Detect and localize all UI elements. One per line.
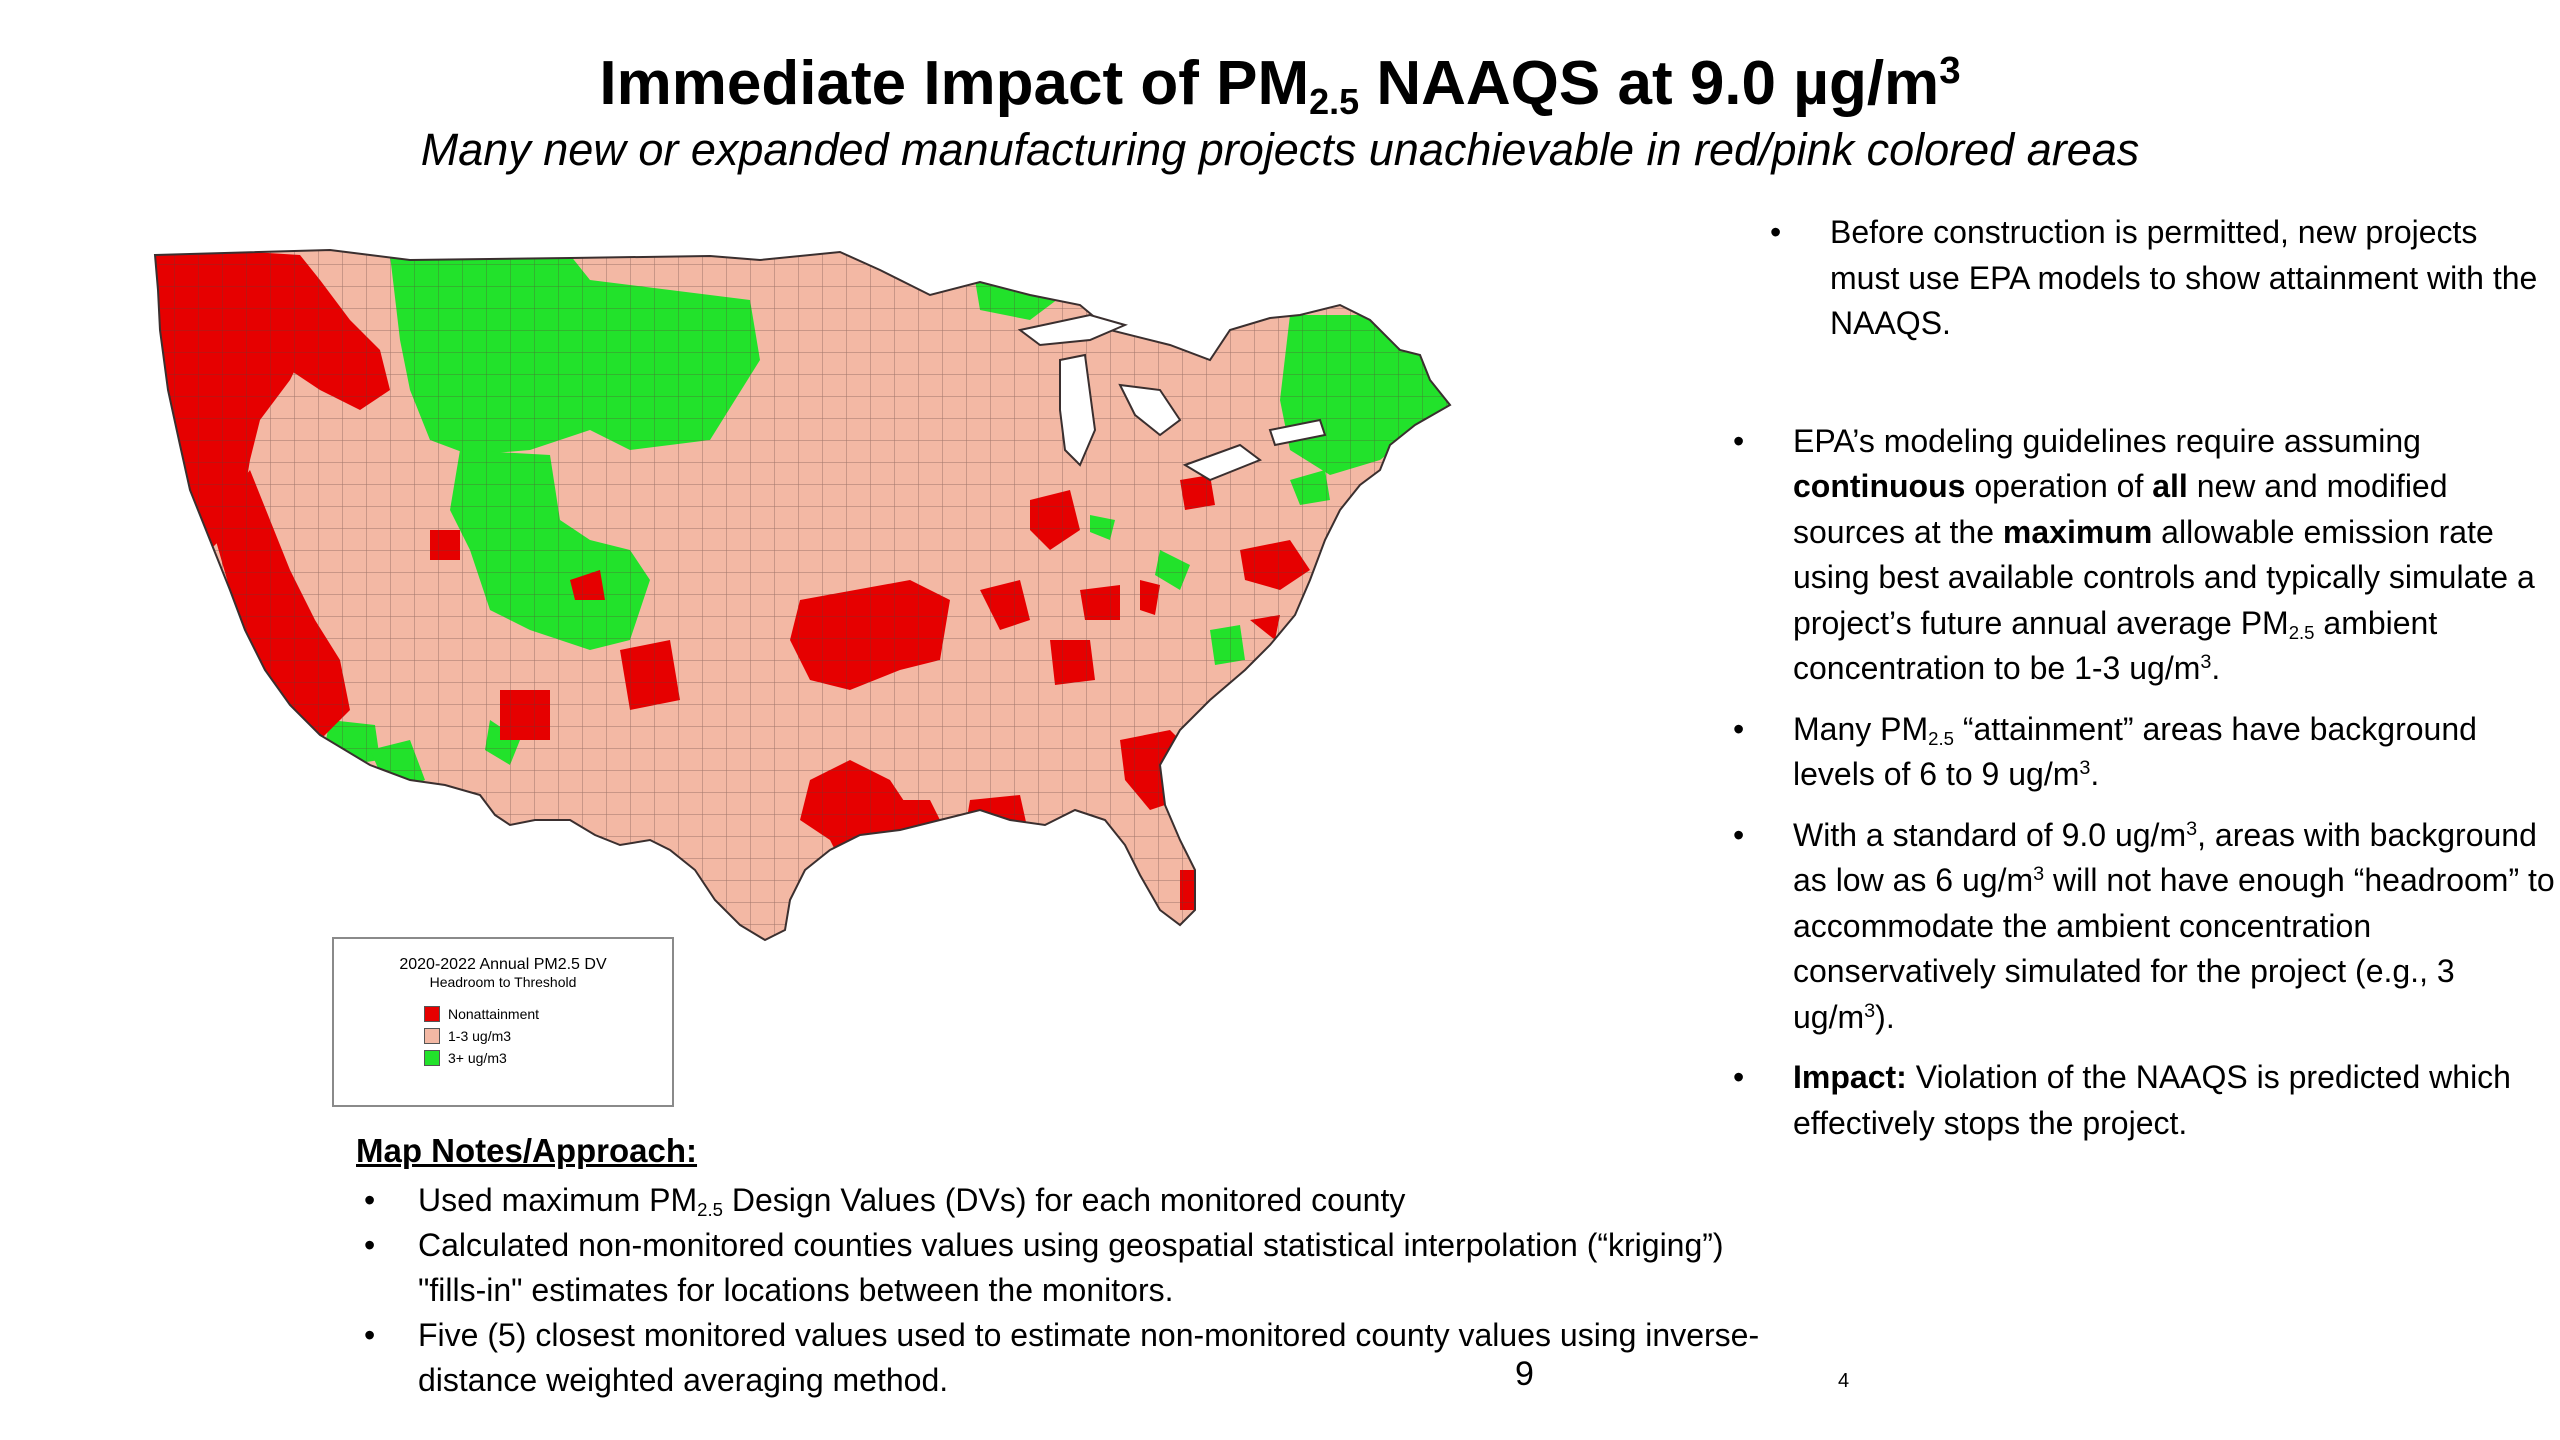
legend-swatch-red — [424, 1006, 440, 1022]
bullet-modeling: EPA’s modeling guidelines require assumi… — [1733, 419, 2555, 692]
legend-item-1-3: 1-3 ug/m3 — [424, 1025, 672, 1047]
map-legend: 2020-2022 Annual PM2.5 DV Headroom to Th… — [332, 937, 674, 1107]
legend-subtitle: Headroom to Threshold — [429, 974, 577, 990]
bullet-permit: Before construction is permitted, new pr… — [1770, 210, 2555, 347]
legend-swatch-pink — [424, 1028, 440, 1044]
notes-item: Used maximum PM2.5 Design Values (DVs) f… — [356, 1178, 1776, 1223]
us-pm25-headroom-map — [154, 249, 1451, 941]
page-number: 9 — [1515, 1355, 1534, 1393]
slide-title: Immediate Impact of PM2.5 NAAQS at 9.0 µ… — [599, 48, 1961, 123]
notes-heading: Map Notes/Approach: — [356, 1132, 698, 1169]
map-notes: Map Notes/Approach: Used maximum PM2.5 D… — [356, 1130, 1776, 1403]
slide-subtitle: Many new or expanded manufacturing proje… — [420, 124, 2140, 175]
small-page-number: 4 — [1838, 1370, 1850, 1392]
bullet-impact: Impact: Violation of the NAAQS is predic… — [1733, 1055, 2555, 1146]
legend-item-3plus: 3+ ug/m3 — [424, 1047, 672, 1069]
legend-title: 2020-2022 Annual PM2.5 DV — [399, 956, 607, 973]
bullet-headroom: With a standard of 9.0 ug/m3, areas with… — [1733, 813, 2555, 1041]
bullet-attainment: Many PM2.5 “attainment” areas have backg… — [1733, 707, 2555, 798]
notes-item: Calculated non-monitored counties values… — [356, 1223, 1776, 1313]
legend-item-nonattainment: Nonattainment — [424, 1003, 672, 1025]
legend-swatch-green — [424, 1050, 440, 1066]
key-points: Before construction is permitted, new pr… — [1733, 210, 2555, 1161]
notes-item: Five (5) closest monitored values used t… — [356, 1313, 1776, 1403]
great-lakes — [1017, 313, 1327, 482]
